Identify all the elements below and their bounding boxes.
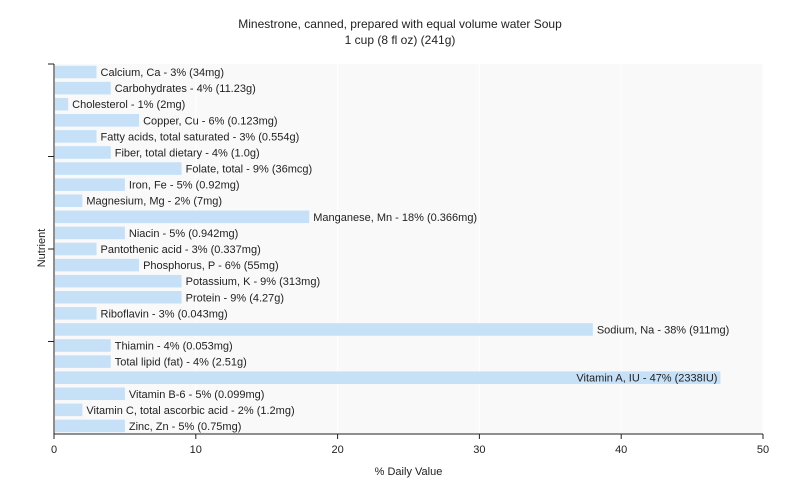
x-axis-label: % Daily Value [374,466,443,478]
bar-label: Sodium, Na - 38% (911mg) [597,324,729,336]
y-axis-label: Nutrient [36,228,48,268]
bar [55,81,111,95]
bar-label: Iron, Fe - 5% (0.92mg) [129,180,240,192]
bar [55,162,182,175]
bar [55,371,721,384]
bar-label: Protein - 9% (4.27g) [186,292,284,304]
bar-label: Potassium, K - 9% (313mg) [186,276,321,288]
bar [55,387,125,401]
bar-label: Fiber, total dietary - 4% (1.0g) [115,147,260,159]
bar [55,226,125,240]
bar [55,242,97,256]
bar [55,290,182,304]
bar-label: Carbohydrates - 4% (11.23g) [115,83,256,95]
bar-label: Manganese, Mn - 18% (0.366mg) [313,212,477,224]
bar-label: Zinc, Zn - 5% (0.75mg) [129,421,241,433]
bar-label: Phosphorus, P - 6% (55mg) [143,260,279,272]
bars: Calcium, Ca - 3% (34mg) Carbohydrates - 4… [55,65,729,433]
bar [55,130,97,143]
bar [55,178,125,191]
bar [55,97,69,111]
bar-label: Vitamin A, IU - 47% (2338IU) [576,373,717,385]
bar [55,114,140,127]
bar [55,355,111,368]
axes [48,63,763,435]
bar-label: Pantothenic acid - 3% (0.337mg) [101,244,261,256]
bar-label: Cholesterol - 1% (2mg) [72,99,185,111]
bar [55,146,111,159]
x-tick-label: 10 [190,444,202,456]
bar-label: Magnesium, Mg - 2% (7mg) [86,196,222,208]
bar [55,339,111,352]
x-tick-label: 20 [331,444,343,456]
x-tick-label: 30 [473,444,485,456]
bar [55,258,140,272]
bar-label: Total lipid (fat) - 4% (2.51g) [115,357,247,369]
bar [55,323,593,336]
bar-label: Fatty acids, total saturated - 3% (0.554… [101,131,300,143]
x-tick-label: 40 [615,444,627,456]
bar [55,307,97,320]
bar-label: Niacin - 5% (0.942mg) [129,228,238,240]
bar [55,274,182,288]
bar [55,194,83,208]
chart-title: Minestrone, canned, prepared with equal … [238,17,562,31]
bar-label: Folate, total - 9% (36mcg) [186,164,313,176]
bar-label: Vitamin C, total ascorbic acid - 2% (1.2… [86,405,294,417]
bar-label: Copper, Cu - 6% (0.123mg) [143,115,278,127]
bar-label: Riboflavin - 3% (0.043mg) [101,308,228,320]
bar [55,403,83,417]
bar [55,210,310,224]
x-tick-label: 0 [51,444,57,456]
x-tick-label: 50 [757,444,769,456]
bar-label: Thiamin - 4% (0.053mg) [115,341,233,353]
bar-label: Calcium, Ca - 3% (34mg) [101,67,224,79]
bar [55,419,125,433]
chart-subtitle: 1 cup (8 fl oz) (241g) [344,33,456,47]
bar-label: Vitamin B-6 - 5% (0.099mg) [129,389,265,401]
x-axis-ticks: 0 10 20 30 40 50 [51,434,769,456]
bar [55,65,97,79]
